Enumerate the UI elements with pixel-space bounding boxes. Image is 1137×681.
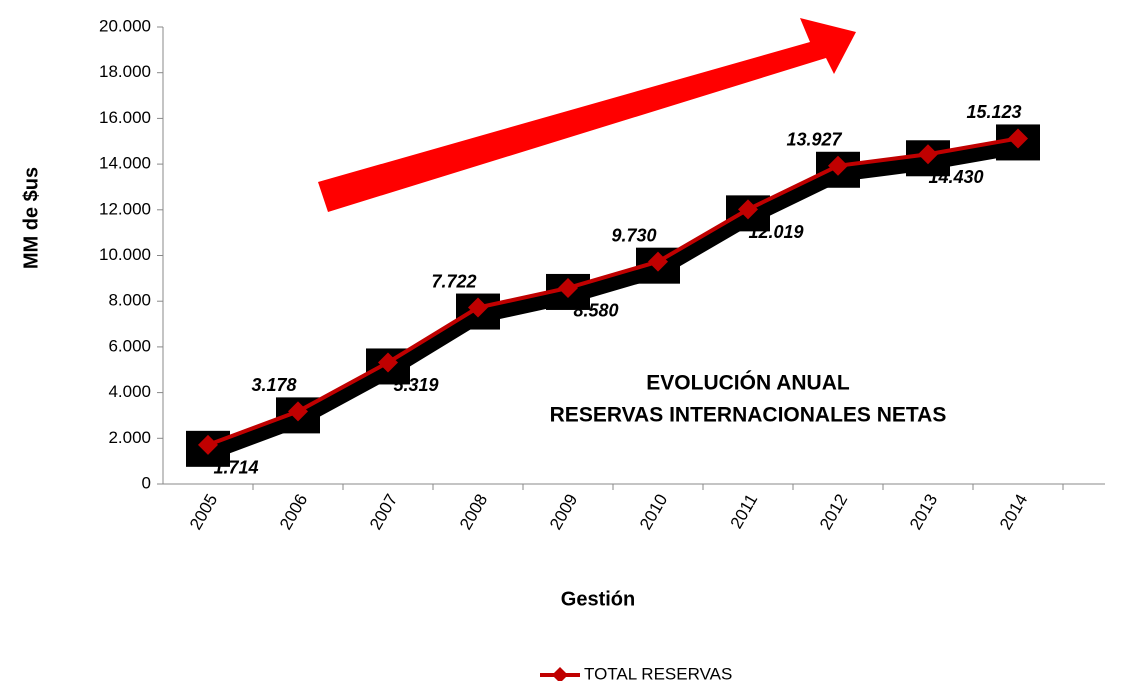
y-tick-label: 4.000 bbox=[108, 382, 151, 401]
marker bbox=[828, 155, 848, 176]
data-label: 7.722 bbox=[431, 271, 476, 291]
x-tick-label: 2010 bbox=[636, 491, 671, 533]
data-label: 15.123 bbox=[966, 102, 1021, 122]
legend-label: TOTAL RESERVAS bbox=[584, 664, 732, 681]
y-tick-label: 16.000 bbox=[99, 108, 151, 127]
x-tick-label: 2008 bbox=[456, 491, 491, 533]
annotation: EVOLUCIÓN ANUAL bbox=[646, 371, 850, 395]
marker bbox=[378, 352, 398, 373]
x-tick-label: 2011 bbox=[727, 491, 762, 532]
marker bbox=[558, 277, 578, 298]
x-axis-label: Gestión bbox=[561, 588, 635, 610]
marker bbox=[198, 434, 218, 455]
x-tick-label: 2012 bbox=[816, 491, 851, 533]
marker bbox=[468, 297, 488, 318]
marker bbox=[738, 199, 758, 220]
y-tick-label: 6.000 bbox=[108, 336, 151, 355]
x-tick-label: 2005 bbox=[186, 491, 221, 533]
y-tick-label: 2.000 bbox=[108, 428, 151, 447]
line bbox=[207, 136, 1019, 447]
marker bbox=[1008, 128, 1028, 149]
data-label: 5.319 bbox=[393, 375, 438, 395]
x-tick-label: 2006 bbox=[276, 491, 311, 533]
legend-marker bbox=[552, 667, 568, 681]
data-label: 3.178 bbox=[251, 375, 296, 395]
y-tick-label: 14.000 bbox=[99, 154, 151, 173]
annotation: RESERVAS INTERNACIONALES NETAS bbox=[550, 404, 947, 427]
y-tick-label: 10.000 bbox=[99, 245, 151, 264]
data-label: 12.019 bbox=[748, 222, 803, 242]
x-tick-label: 2007 bbox=[366, 491, 401, 533]
x-tick-label: 2009 bbox=[546, 491, 581, 533]
data-label: 1.714 bbox=[213, 458, 258, 478]
y-tick-label: 0 bbox=[142, 473, 151, 492]
y-tick-label: 18.000 bbox=[99, 62, 151, 81]
x-tick-label: 2013 bbox=[906, 491, 941, 533]
y-tick-label: 8.000 bbox=[108, 291, 151, 310]
line-shadow bbox=[205, 138, 1020, 461]
data-label: 9.730 bbox=[611, 225, 656, 245]
marker bbox=[288, 401, 308, 422]
y-axis-label: MM de $us bbox=[20, 167, 42, 269]
trend-arrow bbox=[318, 18, 856, 212]
data-label: 8.580 bbox=[573, 301, 618, 321]
marker bbox=[648, 251, 668, 272]
data-label: 14.430 bbox=[928, 167, 983, 187]
data-label: 13.927 bbox=[786, 130, 842, 150]
x-tick-label: 2014 bbox=[996, 491, 1031, 533]
y-tick-label: 20.000 bbox=[99, 16, 151, 35]
marker bbox=[918, 144, 938, 165]
y-tick-label: 12.000 bbox=[99, 199, 151, 218]
